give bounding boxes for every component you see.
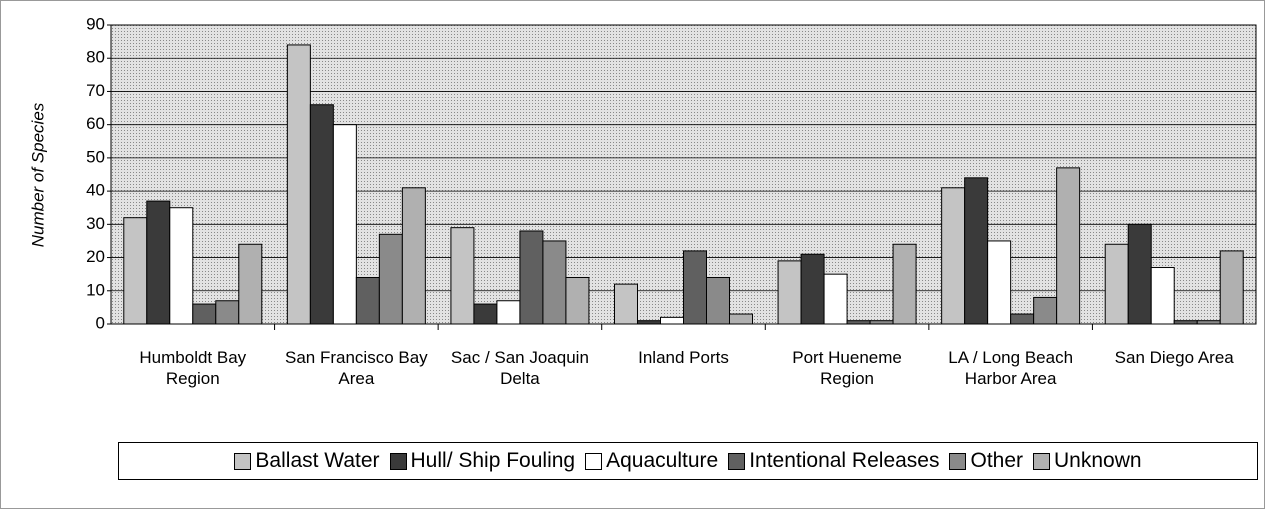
legend-swatch [389,452,407,470]
bar [1056,167,1081,325]
y-axis-label: Number of Species [28,102,47,247]
bar [309,104,334,325]
bar [1033,296,1058,325]
bar [146,200,171,325]
legend-item: Hull/ Ship Fouling [389,449,576,473]
bar [846,320,871,325]
bar [215,300,240,325]
bar [800,253,825,325]
bar [496,300,521,325]
bar [1104,243,1129,325]
bar [637,320,661,325]
y-tick-label: 30 [86,214,105,233]
bar [987,240,1012,325]
bar [332,124,357,325]
bar [777,260,802,325]
y-tick-label: 50 [86,147,105,166]
bar [1219,250,1244,325]
bar [614,283,638,325]
legend-label: Intentional Releases [749,449,940,472]
bar [355,276,380,325]
legend-label: Ballast Water [255,449,380,472]
legend-item: Intentional Releases [728,449,939,473]
bar [729,313,753,325]
legend-swatch [585,452,603,470]
x-tick-label: Port Hueneme Region [792,348,902,388]
legend-label: Aquaculture [606,449,719,472]
bar [823,273,848,325]
bar [1127,223,1152,325]
y-tick-label: 60 [86,114,105,133]
bar [192,303,217,325]
legend-item: Other [949,449,1023,473]
bar [1173,320,1198,325]
legend-item: Aquaculture [585,449,718,473]
bar [869,320,894,325]
legend-label: Other [970,449,1024,472]
bar [378,233,403,325]
y-tick-label: 70 [86,81,105,100]
bar [683,250,707,325]
legend-swatch [1033,452,1051,470]
legend-swatch [728,452,746,470]
bar [169,207,194,325]
legend-item: Ballast Water [234,449,380,473]
x-tick-label: Sac / San Joaquin Delta [450,348,589,388]
legend-swatch [949,452,967,470]
bar [238,243,263,325]
bar [1150,267,1175,325]
bar [892,243,917,325]
bar [941,187,966,325]
legend: Ballast Water Hull/ Ship Fouling Aquacultu… [118,442,1258,480]
bar [1196,320,1221,325]
bar [660,316,684,325]
bar [964,177,989,325]
bar [123,217,148,325]
bar [542,240,567,325]
bar [401,187,426,325]
bar [565,276,590,325]
bar [473,303,498,325]
x-tick-label: Inland Ports [638,348,729,367]
x-tick-label: LA / Long Beach Harbor Area [948,348,1074,388]
y-tick-label: 10 [86,280,105,299]
y-tick-label: 80 [86,48,105,67]
legend-swatch [234,452,252,470]
legend-item: Unknown [1033,449,1142,473]
x-tick-label: San Diego Area [1114,348,1234,367]
bar [286,44,311,325]
bar [706,276,730,325]
bar [450,227,475,325]
bar [1010,313,1035,325]
bar [519,230,544,325]
x-tick-label: San Francisco Bay Area [285,348,428,388]
x-tick-label: Humboldt Bay Region [139,348,247,388]
y-tick-label: 90 [86,14,105,33]
y-tick-label: 0 [96,313,105,332]
legend-label: Unknown [1054,449,1142,472]
legend-label: Hull/ Ship Fouling [410,449,576,472]
y-tick-label: 40 [86,181,105,200]
y-tick-label: 20 [86,247,105,266]
